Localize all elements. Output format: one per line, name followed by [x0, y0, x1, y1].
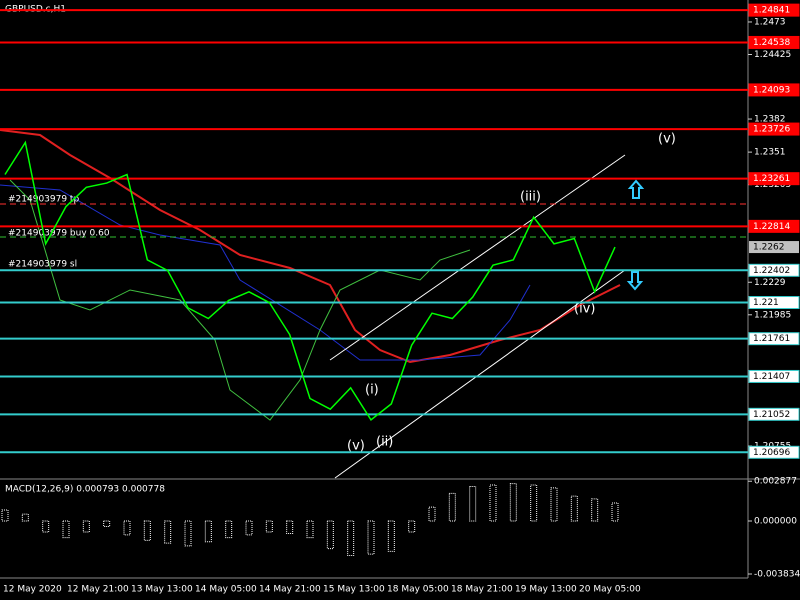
level-label: 1.24093	[753, 85, 790, 95]
level-label: 1.22814	[753, 222, 790, 232]
y-tick-label: 1.2382	[754, 115, 786, 125]
level-label-box	[748, 83, 800, 97]
macd-bar	[326, 520, 334, 550]
y-tick-label: 1.21985	[754, 310, 791, 320]
price-line	[4, 140, 616, 421]
macd-title: MACD(12,26,9) 0.000793 0.000778	[5, 485, 165, 495]
current-price-label: 1.2262	[753, 243, 785, 253]
macd-bar	[286, 520, 294, 534]
macd-bar	[469, 485, 477, 522]
x-tick-label: 12 May 2020	[3, 585, 62, 595]
macd-bar	[306, 520, 314, 539]
macd-bar	[611, 502, 619, 522]
chikou-line	[9, 179, 471, 421]
moving-average	[0, 129, 621, 364]
level-label: 1.21407	[753, 372, 790, 382]
macd-bar	[509, 483, 517, 522]
order-label: #214903979 buy 0.60	[8, 229, 110, 239]
level-label-box	[748, 296, 800, 310]
level-label-box	[748, 3, 800, 17]
order-label: #214903979 tp	[8, 195, 79, 205]
macd-bar	[489, 484, 497, 522]
y-tick-label: 1.24425	[754, 50, 791, 60]
order-label: #214903979 sl	[8, 260, 77, 270]
level-label-box	[748, 445, 800, 459]
down-arrow	[626, 271, 644, 291]
macd-bar	[448, 492, 456, 522]
wave-label: (ii)	[376, 435, 393, 450]
macd-bar	[184, 520, 192, 547]
macd-bar	[103, 520, 111, 528]
current-price-box	[749, 241, 799, 254]
x-tick-label: 19 May 13:00	[515, 585, 577, 595]
level-label: 1.21761	[753, 334, 790, 344]
x-tick-label: 14 May 05:00	[195, 585, 257, 595]
macd-tick-label: 0.002877	[754, 477, 797, 487]
x-tick-label: 20 May 05:00	[579, 585, 641, 595]
macd-bar	[123, 520, 131, 536]
macd-bar	[143, 520, 151, 541]
channel-line	[334, 269, 626, 479]
macd-bar	[1, 509, 9, 522]
macd-bar	[42, 520, 50, 533]
macd-bar	[62, 520, 70, 539]
x-tick-label: 14 May 21:00	[259, 585, 321, 595]
x-tick-label: 13 May 13:00	[131, 585, 193, 595]
level-label: 1.23726	[753, 125, 790, 135]
channel-line	[329, 154, 626, 361]
wave-label: (v)	[658, 132, 676, 147]
macd-bar	[428, 506, 436, 522]
macd-bar	[530, 484, 538, 522]
level-label-box	[748, 122, 800, 136]
level-label: 1.221	[753, 298, 779, 308]
macd-bar	[82, 520, 90, 533]
macd-bar	[164, 520, 172, 544]
y-tick-label: 1.2229	[754, 278, 786, 288]
macd-bar	[225, 520, 233, 539]
level-label: 1.21052	[753, 410, 790, 420]
x-tick-label: 15 May 13:00	[323, 585, 385, 595]
y-tick-label: 1.2351	[754, 148, 786, 158]
macd-bar	[204, 520, 212, 543]
macd-bar	[265, 520, 273, 533]
level-label-box	[748, 407, 800, 421]
wave-label: (i)	[365, 383, 379, 398]
macd-bar	[591, 498, 599, 522]
macd-bar	[570, 495, 578, 522]
macd-tick-label: 0.000000	[754, 517, 797, 527]
x-tick-label: 18 May 05:00	[387, 585, 449, 595]
level-label: 1.23261	[753, 174, 790, 184]
wave-label: (iii)	[520, 190, 541, 205]
level-label: 1.24538	[753, 38, 790, 48]
level-label-box	[748, 219, 800, 233]
x-tick-label: 18 May 21:00	[451, 585, 513, 595]
level-label-box	[748, 35, 800, 49]
kijun-line	[0, 184, 531, 361]
up-arrow	[627, 179, 645, 199]
level-label: 1.24841	[753, 6, 790, 16]
macd-bar	[245, 520, 253, 536]
level-label-box	[748, 263, 800, 277]
level-label-box	[748, 369, 800, 383]
y-tick-label: 1.2473	[754, 17, 786, 27]
level-label-box	[748, 172, 800, 186]
x-tick-label: 12 May 21:00	[67, 585, 129, 595]
wave-label: (v)	[347, 439, 365, 454]
wave-label: (iv)	[574, 302, 595, 317]
macd-bar	[550, 487, 558, 522]
macd-bar	[21, 513, 29, 522]
level-label: 1.20696	[753, 448, 790, 458]
macd-bar	[367, 520, 375, 555]
macd-bar	[347, 520, 355, 557]
macd-bar	[387, 520, 395, 552]
level-label: 1.22402	[753, 266, 790, 276]
macd-bar	[408, 520, 416, 533]
level-label-box	[748, 332, 800, 346]
macd-tick-label: -0.003834	[754, 570, 800, 580]
